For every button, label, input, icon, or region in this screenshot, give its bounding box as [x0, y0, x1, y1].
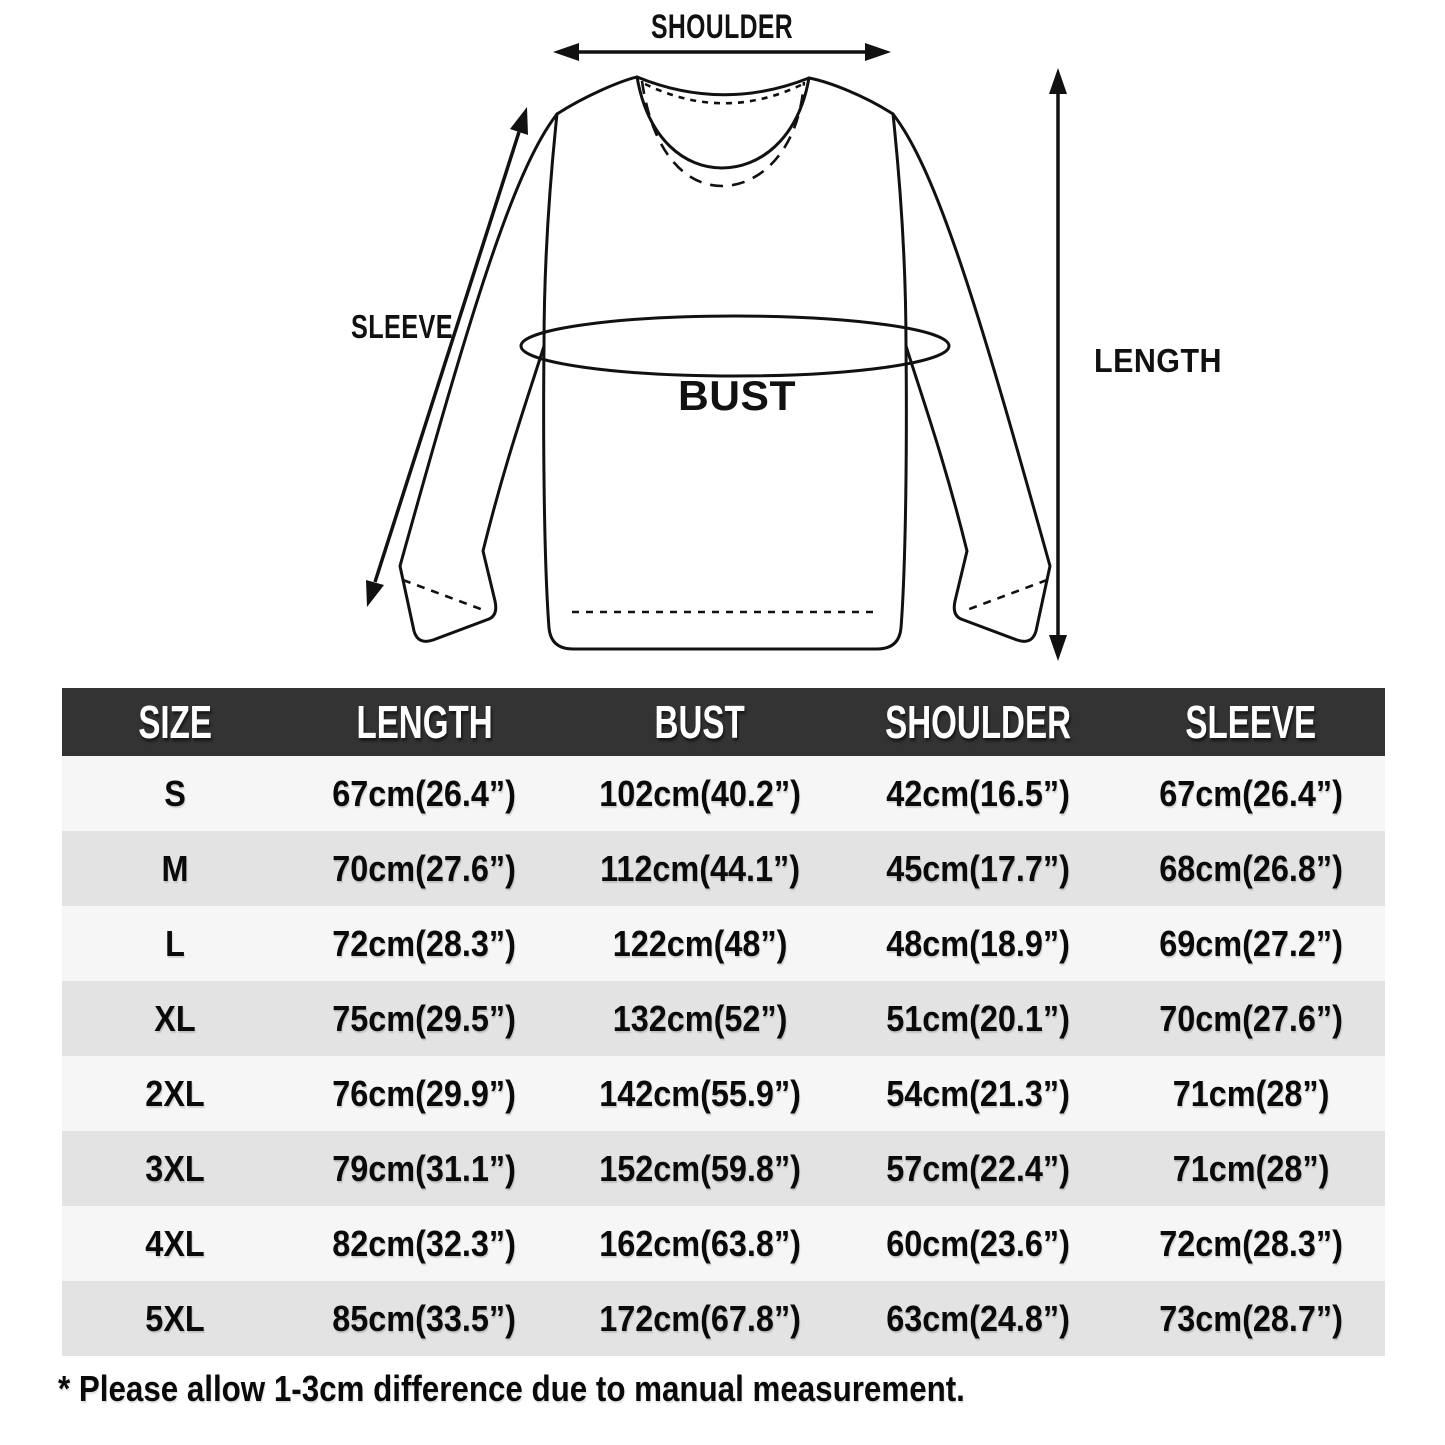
length-cell: 82cm(32.3”) [332, 1222, 517, 1264]
table-row-s: S 67cm(26.4”) 102cm(40.2”) 42cm(16.5”) 6… [62, 756, 1385, 831]
collar-front-stitch-line [640, 80, 806, 188]
sweater-left-shoulder [555, 75, 639, 116]
column-header-length: LENGTH [288, 688, 561, 756]
shoulder-arrow [553, 43, 891, 61]
measurement-footnote: * Please allow 1-3cm difference due to m… [58, 1368, 965, 1409]
sweater-left-sleeve [398, 112, 559, 643]
length-cell: 75cm(29.5”) [332, 997, 517, 1039]
length-cell: 76cm(29.9”) [332, 1072, 517, 1114]
size-cell: L [165, 922, 185, 964]
size-cell: 4XL [145, 1222, 205, 1264]
sleeve-cell: 71cm(28”) [1172, 1072, 1330, 1114]
size-chart-table: SIZE LENGTH BUST SHOULDER SLEEVE S 67cm(… [62, 688, 1385, 1356]
bust-cell: 172cm(67.8”) [599, 1297, 801, 1339]
collar-front-edge [635, 75, 811, 170]
size-cell: 5XL [145, 1297, 205, 1339]
shoulder-cell: 45cm(17.7”) [886, 847, 1070, 889]
shoulder-cell: 51cm(20.1”) [886, 997, 1070, 1039]
column-header-shoulder: SHOULDER [839, 688, 1117, 756]
table-row-2xl: 2XL 76cm(29.9”) 142cm(55.9”) 54cm(21.3”)… [62, 1056, 1385, 1131]
length-arrow [1049, 68, 1067, 661]
sleeve-cell: 71cm(28”) [1172, 1147, 1330, 1189]
length-dimension-label: LENGTH [1094, 342, 1222, 379]
table-row-5xl: 5XL 85cm(33.5”) 172cm(67.8”) 63cm(24.8”)… [62, 1281, 1385, 1356]
left-cuff-stitch-line [402, 578, 487, 613]
sleeve-dimension-label: SLEEVE [351, 308, 453, 345]
size-cell: 2XL [145, 1072, 205, 1114]
length-cell: 85cm(33.5”) [332, 1297, 517, 1339]
table-row-xl: XL 75cm(29.5”) 132cm(52”) 51cm(20.1”) 70… [62, 981, 1385, 1056]
table-row-4xl: 4XL 82cm(32.3”) 162cm(63.8”) 60cm(23.6”)… [62, 1206, 1385, 1281]
sleeve-cell: 72cm(28.3”) [1159, 1222, 1343, 1264]
size-cell: M [161, 847, 189, 889]
length-cell: 70cm(27.6”) [332, 847, 517, 889]
bust-dimension-label: BUST [678, 372, 796, 419]
sweater-right-sleeve [891, 112, 1052, 643]
bust-cell: 152cm(59.8”) [599, 1147, 801, 1189]
collar-back-edge [635, 75, 811, 97]
shoulder-cell: 42cm(16.5”) [886, 772, 1070, 814]
table-row-l: L 72cm(28.3”) 122cm(48”) 48cm(18.9”) 69c… [62, 906, 1385, 981]
column-header-bust: BUST [561, 688, 839, 756]
shoulder-cell: 54cm(21.3”) [886, 1072, 1070, 1114]
bust-cell: 122cm(48”) [612, 922, 788, 964]
sleeve-cell: 69cm(27.2”) [1159, 922, 1343, 964]
bust-cell: 162cm(63.8”) [599, 1222, 801, 1264]
sweater-right-shoulder [807, 76, 895, 116]
shoulder-cell: 48cm(18.9”) [886, 922, 1070, 964]
size-cell: 3XL [145, 1147, 205, 1189]
length-cell: 79cm(31.1”) [332, 1147, 517, 1189]
sleeve-cell: 70cm(27.6”) [1159, 997, 1343, 1039]
bust-cell: 112cm(44.1”) [600, 847, 800, 889]
sleeve-arrow [366, 107, 528, 607]
shoulder-cell: 57cm(22.4”) [886, 1147, 1070, 1189]
right-cuff-stitch-line [963, 578, 1048, 613]
bust-cell: 142cm(55.9”) [599, 1072, 801, 1114]
bust-cell: 102cm(40.2”) [599, 772, 801, 814]
garment-measurement-diagram: SHOULDER SLEEVE BUST LENGTH [351, 8, 1222, 661]
size-cell: XL [154, 997, 196, 1039]
bust-cell: 132cm(52”) [612, 997, 788, 1039]
column-header-sleeve: SLEEVE [1117, 688, 1385, 756]
shoulder-dimension-label: SHOULDER [651, 8, 793, 46]
length-cell: 72cm(28.3”) [332, 922, 517, 964]
bust-ellipse [519, 314, 951, 378]
sleeve-cell: 68cm(26.8”) [1159, 847, 1343, 889]
length-cell: 67cm(26.4”) [332, 772, 517, 814]
sleeve-cell: 67cm(26.4”) [1159, 772, 1343, 814]
shoulder-cell: 60cm(23.6”) [886, 1222, 1070, 1264]
table-row-3xl: 3XL 79cm(31.1”) 152cm(59.8”) 57cm(22.4”)… [62, 1131, 1385, 1206]
size-cell: S [164, 772, 186, 814]
table-header-row: SIZE LENGTH BUST SHOULDER SLEEVE [62, 688, 1385, 756]
sleeve-cell: 73cm(28.7”) [1159, 1297, 1343, 1339]
column-header-size: SIZE [62, 688, 288, 756]
shoulder-cell: 63cm(24.8”) [886, 1297, 1070, 1339]
table-row-m: M 70cm(27.6”) 112cm(44.1”) 45cm(17.7”) 6… [62, 831, 1385, 906]
